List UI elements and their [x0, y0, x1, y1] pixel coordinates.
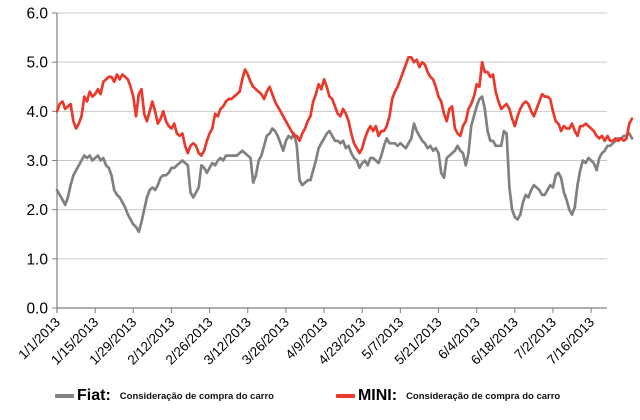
mini-legend-caption: Consideração de compra do carro: [406, 390, 561, 402]
mini-legend-label: MINI:: [357, 387, 398, 404]
y-tick-label: 2.0: [26, 202, 48, 219]
legend: Fiat: Consideração de compra do carro MI…: [55, 387, 560, 405]
legend-item-fiat: Fiat: Consideração de compra do carro: [55, 387, 274, 405]
series-line-mini: [55, 55, 634, 157]
y-tick-label: 0.0: [26, 301, 48, 318]
series-line-fiat: [55, 95, 634, 234]
legend-item-mini: MINI: Consideração de compra do carro: [335, 387, 561, 405]
y-tick-label: 4.0: [26, 104, 48, 121]
y-tick-label: 1.0: [26, 251, 48, 268]
y-tick-label: 5.0: [26, 55, 48, 72]
y-tick-label: 6.0: [26, 6, 48, 23]
y-tick-label: 3.0: [26, 153, 48, 170]
fiat-line-swatch: [55, 394, 74, 398]
mini-line-swatch: [335, 394, 355, 398]
fiat-legend-caption: Consideração de compra do carro: [119, 390, 274, 402]
fiat-legend-label: Fiat:: [77, 387, 111, 404]
